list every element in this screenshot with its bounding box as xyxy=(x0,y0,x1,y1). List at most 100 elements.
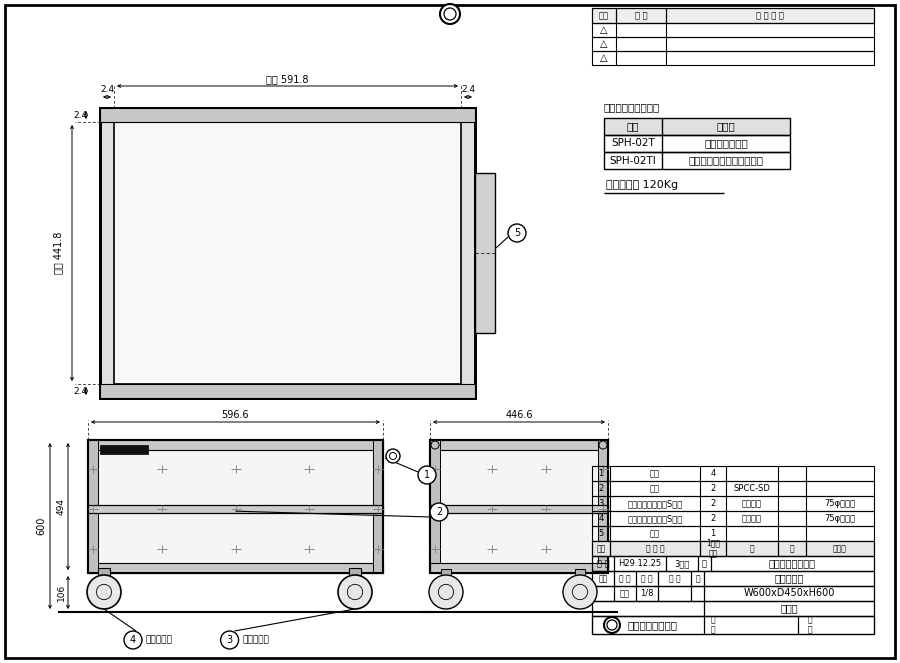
Bar xyxy=(88,440,383,450)
Bar xyxy=(100,108,475,398)
Bar xyxy=(88,440,383,573)
Text: △: △ xyxy=(600,39,608,49)
Bar xyxy=(592,586,874,601)
Bar xyxy=(430,440,608,573)
Text: 日 付: 日 付 xyxy=(634,11,647,20)
Text: 2: 2 xyxy=(710,514,716,523)
Text: 重量タイプ: 重量タイプ xyxy=(774,573,804,583)
Circle shape xyxy=(338,575,372,609)
Text: 屋地: 屋地 xyxy=(620,589,630,598)
Bar xyxy=(88,440,98,573)
Bar xyxy=(592,571,874,586)
Text: △: △ xyxy=(600,53,608,63)
Text: 2.4: 2.4 xyxy=(73,111,87,119)
Text: スチール: スチール xyxy=(742,499,762,508)
Bar xyxy=(430,505,608,513)
Bar xyxy=(604,152,790,169)
Bar xyxy=(592,511,874,526)
Text: 承認: 承認 xyxy=(598,574,608,583)
Text: 取手: 取手 xyxy=(650,529,660,538)
Circle shape xyxy=(604,617,620,633)
Text: H29.12.25: H29.12.25 xyxy=(618,559,662,568)
Text: 75φゴム車: 75φゴム車 xyxy=(824,499,856,508)
Bar xyxy=(592,23,874,37)
Text: 2.4: 2.4 xyxy=(100,86,114,95)
Text: 600: 600 xyxy=(36,517,46,535)
Circle shape xyxy=(87,575,121,609)
Text: 品番: 品番 xyxy=(597,544,606,553)
Text: 494: 494 xyxy=(57,498,66,515)
Text: 5: 5 xyxy=(598,529,604,538)
Text: スチール: スチール xyxy=(742,514,762,523)
Text: 596.6: 596.6 xyxy=(221,410,249,420)
Circle shape xyxy=(429,575,463,609)
Bar xyxy=(98,568,110,577)
Circle shape xyxy=(386,449,400,463)
Circle shape xyxy=(508,224,526,242)
Text: 3: 3 xyxy=(598,499,604,508)
Circle shape xyxy=(124,631,142,649)
Bar xyxy=(441,569,451,577)
Text: 3: 3 xyxy=(227,635,233,645)
Text: 2: 2 xyxy=(710,499,716,508)
Text: スペシャルワゴン: スペシャルワゴン xyxy=(769,558,816,568)
Text: 内寤 591.8: 内寤 591.8 xyxy=(266,74,309,84)
Bar xyxy=(430,440,608,573)
Bar xyxy=(592,51,874,65)
Bar xyxy=(604,135,790,152)
Text: 名: 名 xyxy=(702,559,707,568)
Bar xyxy=(430,440,440,573)
Text: 2.4: 2.4 xyxy=(461,86,475,95)
Text: 1: 1 xyxy=(598,469,604,478)
Text: W600xD450xH600: W600xD450xH600 xyxy=(743,589,834,599)
Bar xyxy=(592,601,874,616)
Text: 株式会社＀サカエ: 株式会社＀サカエ xyxy=(627,620,677,630)
Text: 外観図: 外観図 xyxy=(780,603,797,613)
Bar xyxy=(100,445,148,454)
Text: 作 成: 作 成 xyxy=(597,559,609,568)
Bar xyxy=(592,37,874,51)
Text: 備　考: 備 考 xyxy=(833,544,847,553)
Bar xyxy=(592,481,874,496)
Bar xyxy=(430,563,608,573)
Circle shape xyxy=(563,575,597,609)
Text: 変 更 内 容: 変 更 内 容 xyxy=(756,11,784,20)
Text: 4: 4 xyxy=(598,514,604,523)
Text: 質: 質 xyxy=(789,544,795,553)
Text: 1: 1 xyxy=(424,470,430,480)
Text: SPCC-SD: SPCC-SD xyxy=(734,484,770,493)
Bar xyxy=(100,108,475,122)
Text: SPH-02TI: SPH-02TI xyxy=(609,156,656,166)
Text: 2.4: 2.4 xyxy=(73,387,87,396)
Text: 支柱: 支柱 xyxy=(650,469,660,478)
Bar xyxy=(592,556,874,571)
Bar xyxy=(592,541,874,556)
Bar xyxy=(88,563,383,573)
Text: 葉
番: 葉 番 xyxy=(807,615,812,634)
Circle shape xyxy=(440,4,460,24)
Bar xyxy=(475,173,495,333)
Text: 1台当
数量: 1台当 数量 xyxy=(706,539,720,558)
Text: 446.6: 446.6 xyxy=(505,410,533,420)
Text: 品番と塗装色の関係: 品番と塗装色の関係 xyxy=(604,102,661,112)
Circle shape xyxy=(220,631,238,649)
Text: 106: 106 xyxy=(57,584,66,601)
Text: 符号: 符号 xyxy=(599,11,609,20)
Text: 製 造: 製 造 xyxy=(641,574,652,583)
Bar xyxy=(598,440,608,573)
Text: △: △ xyxy=(600,25,608,35)
Text: 図
番: 図 番 xyxy=(711,615,716,634)
Text: 自在キャスター（S付）: 自在キャスター（S付） xyxy=(627,514,682,523)
Text: 3角法: 3角法 xyxy=(674,559,689,568)
Circle shape xyxy=(418,466,436,484)
Bar xyxy=(592,616,874,634)
Text: 尺 度: 尺 度 xyxy=(669,574,680,583)
Text: 4: 4 xyxy=(710,469,716,478)
Text: 塗装色: 塗装色 xyxy=(716,121,735,131)
Text: 品番: 品番 xyxy=(626,121,639,131)
Circle shape xyxy=(430,503,448,521)
Text: SPH-02T: SPH-02T xyxy=(611,139,655,149)
Text: 2: 2 xyxy=(598,484,604,493)
Bar xyxy=(575,569,585,577)
Text: 2: 2 xyxy=(436,507,442,517)
